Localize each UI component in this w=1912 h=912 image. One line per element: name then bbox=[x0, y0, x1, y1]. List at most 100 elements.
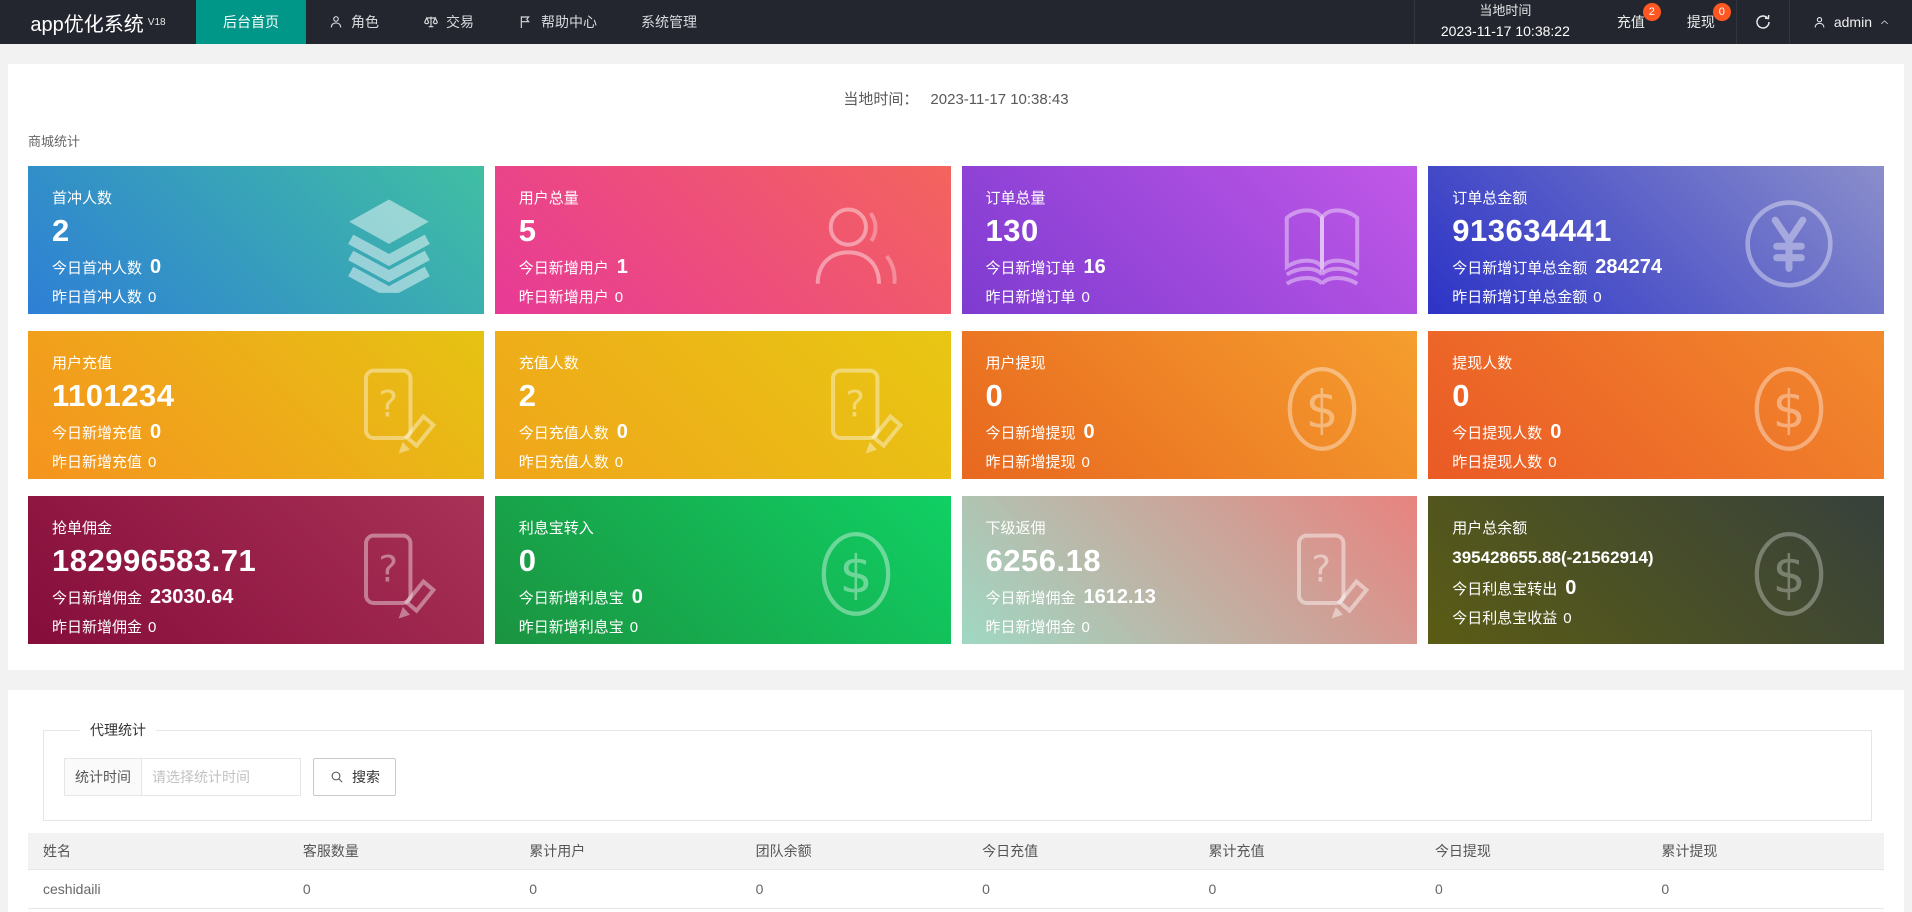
recharge-button[interactable]: 充值 2 bbox=[1596, 0, 1666, 44]
card-title: 提现人数 bbox=[1452, 355, 1513, 372]
card-line-yesterday: 昨日新增利息宝 0 bbox=[519, 616, 927, 637]
card-line-label: 昨日新增提现 bbox=[985, 454, 1076, 471]
svg-text:?: ? bbox=[378, 548, 398, 591]
card-title: 订单总量 bbox=[985, 190, 1046, 207]
file-question-edit-icon: ? bbox=[340, 360, 438, 458]
table-cell: 0 bbox=[967, 908, 1194, 912]
table-header-row: 姓名 客服数量 累计用户 团队余额 今日充值 累计充值 今日提现 累计提现 bbox=[28, 833, 1884, 870]
refresh-button[interactable] bbox=[1735, 0, 1790, 44]
shop-stats-panel: 当地时间： 2023-11-17 10:38:43 商城统计 首冲人数 2 今日首… bbox=[8, 64, 1904, 670]
table-cell: 0 bbox=[967, 869, 1194, 909]
card-line-label: 今日新增订单总金额 bbox=[1452, 260, 1588, 277]
menu-item-label: 后台首页 bbox=[223, 14, 279, 30]
app-version: V18 bbox=[147, 16, 166, 28]
table-cell: 0 bbox=[1193, 869, 1420, 909]
card-value: 130 bbox=[985, 213, 1039, 248]
card-line-value: 284274 bbox=[1595, 256, 1663, 278]
card-line-today: 今日新增订单 16 bbox=[986, 256, 1394, 279]
card-value: 1101234 bbox=[52, 378, 175, 413]
card-title: 用户充值 bbox=[52, 355, 113, 372]
menu-item-help-center[interactable]: 帮助中心 bbox=[496, 0, 619, 44]
withdraw-label: 提现 bbox=[1686, 14, 1715, 30]
card-value: 5 bbox=[518, 213, 537, 248]
table-cell: 0 bbox=[287, 869, 515, 909]
stat-card-total-order-amount: 订单总金额 913634441 今日新增订单总金额 284274 昨日新增订单总金… bbox=[1428, 166, 1884, 314]
card-line-label: 今日利息宝转出 bbox=[1452, 581, 1558, 598]
file-question-edit-icon: ? bbox=[1273, 525, 1371, 623]
card-title: 订单总金额 bbox=[1452, 190, 1528, 207]
menu-item-label: 系统管理 bbox=[641, 14, 697, 30]
card-line-value: 0 bbox=[631, 586, 643, 608]
card-line-value: 0 bbox=[150, 256, 162, 278]
table-cell: 0 bbox=[514, 908, 741, 912]
agent-stats-panel: 代理统计 统计时间 搜索 姓名 客服数量 累计用户 团队余额 今日充值 bbox=[8, 690, 1904, 912]
card-line-value: 0 bbox=[148, 454, 157, 471]
card-line-label: 今日新增提现 bbox=[985, 425, 1076, 442]
card-line-yesterday: 昨日新增佣金 0 bbox=[986, 616, 1394, 637]
agent-stats-legend: 代理统计 bbox=[90, 722, 146, 738]
menu-item-system-settings[interactable]: 系统管理 bbox=[619, 0, 719, 44]
admin-user-menu[interactable]: admin bbox=[1790, 0, 1912, 44]
menu-item-dashboard[interactable]: 后台首页 bbox=[196, 0, 306, 44]
card-value: 395428655.88(-21562914) bbox=[1452, 548, 1654, 567]
card-line-value: 0 bbox=[614, 454, 624, 471]
card-line-label: 今日新增充值 bbox=[52, 425, 143, 442]
stat-card-withdraw-users: 提现人数 0 今日提现人数 0 昨日提现人数 0 $ bbox=[1428, 331, 1884, 479]
file-question-edit-icon: ? bbox=[807, 360, 905, 458]
table-header-cell: 今日提现 bbox=[1419, 833, 1647, 870]
table-cell: 0 bbox=[1419, 908, 1647, 912]
app-logo: app优化系统 V18 bbox=[0, 0, 196, 44]
recharge-label: 充值 bbox=[1616, 14, 1645, 30]
stat-time-input[interactable] bbox=[141, 758, 301, 796]
agent-filter-row: 统计时间 搜索 bbox=[64, 758, 1857, 796]
svg-text:$: $ bbox=[839, 545, 872, 605]
card-title: 首冲人数 bbox=[52, 190, 113, 207]
table-cell-agent-name: qwe001 bbox=[28, 908, 288, 912]
search-button[interactable]: 搜索 bbox=[313, 758, 396, 796]
card-line-yesterday: 昨日新增订单 0 bbox=[986, 286, 1394, 307]
card-line-today: 今日首冲人数 0 bbox=[52, 256, 460, 279]
card-line-label: 昨日新增佣金 bbox=[985, 619, 1076, 636]
card-line-yesterday: 昨日新增提现 0 bbox=[986, 451, 1394, 472]
menu-item-trade[interactable]: 交易 bbox=[401, 0, 496, 44]
card-value: 0 bbox=[985, 378, 1004, 413]
card-line-yesterday: 昨日新增订单总金额 0 bbox=[1452, 286, 1860, 307]
withdraw-badge: 0 bbox=[1712, 3, 1731, 21]
card-line-value: 0 bbox=[1083, 421, 1095, 443]
stat-card-first-recharge-users: 首冲人数 2 今日首冲人数 0 昨日首冲人数 0 bbox=[28, 166, 484, 314]
table-cell: 0 bbox=[1419, 869, 1647, 909]
scales-icon bbox=[423, 14, 439, 30]
card-value: 6256.18 bbox=[985, 543, 1102, 578]
stat-card-recharge-users: 充值人数 2 今日充值人数 0 昨日充值人数 0 ? bbox=[494, 331, 951, 479]
withdraw-button[interactable]: 提现 0 bbox=[1666, 0, 1736, 44]
card-line-value: 0 bbox=[1548, 454, 1557, 471]
recharge-badge: 2 bbox=[1642, 3, 1661, 21]
card-line-today: 今日提现人数 0 bbox=[1452, 421, 1860, 444]
table-cell-agent-name: ceshidaili bbox=[28, 869, 288, 909]
table-header-cell: 客服数量 bbox=[287, 833, 515, 870]
card-line-value: 0 bbox=[1081, 454, 1090, 471]
stat-card-interest-in: 利息宝转入 0 今日新增利息宝 0 昨日新增利息宝 0 $ bbox=[494, 496, 951, 644]
book-icon bbox=[1273, 195, 1371, 293]
stat-card-sub-rebate: 下级返佣 6256.18 今日新增佣金 1612.13 昨日新增佣金 0 ? bbox=[961, 496, 1418, 644]
card-line-today: 今日新增佣金 23030.64 bbox=[52, 586, 460, 609]
svg-text:$: $ bbox=[1772, 380, 1805, 440]
card-line-today: 今日利息宝转出 0 bbox=[1452, 577, 1860, 600]
card-line-value: 0 bbox=[1565, 577, 1577, 599]
card-line-label: 昨日新增订单 bbox=[985, 289, 1076, 306]
stat-card-total-users: 用户总量 5 今日新增用户 1 昨日新增用户 0 bbox=[494, 166, 951, 314]
chevron-up-icon bbox=[1879, 17, 1890, 28]
card-line-value: 23030.64 bbox=[150, 586, 234, 608]
stat-card-user-recharge: 用户充值 1101234 今日新增充值 0 昨日新增充值 0 ? bbox=[28, 331, 484, 479]
table-cell: 0 bbox=[1646, 908, 1884, 912]
card-line-today: 今日新增佣金 1612.13 bbox=[986, 586, 1394, 609]
card-line-yesterday: 昨日新增佣金 0 bbox=[52, 616, 460, 637]
card-line-label: 昨日新增订单总金额 bbox=[1452, 289, 1588, 306]
card-value: 913634441 bbox=[1452, 213, 1612, 248]
table-cell: 0 bbox=[1646, 869, 1884, 909]
menu-item-roles[interactable]: 角色 bbox=[306, 0, 401, 44]
card-title: 用户提现 bbox=[985, 355, 1046, 372]
card-line-label: 昨日新增用户 bbox=[518, 289, 609, 306]
card-line-today: 今日新增用户 1 bbox=[519, 256, 927, 279]
table-cell: 0 bbox=[514, 869, 741, 909]
